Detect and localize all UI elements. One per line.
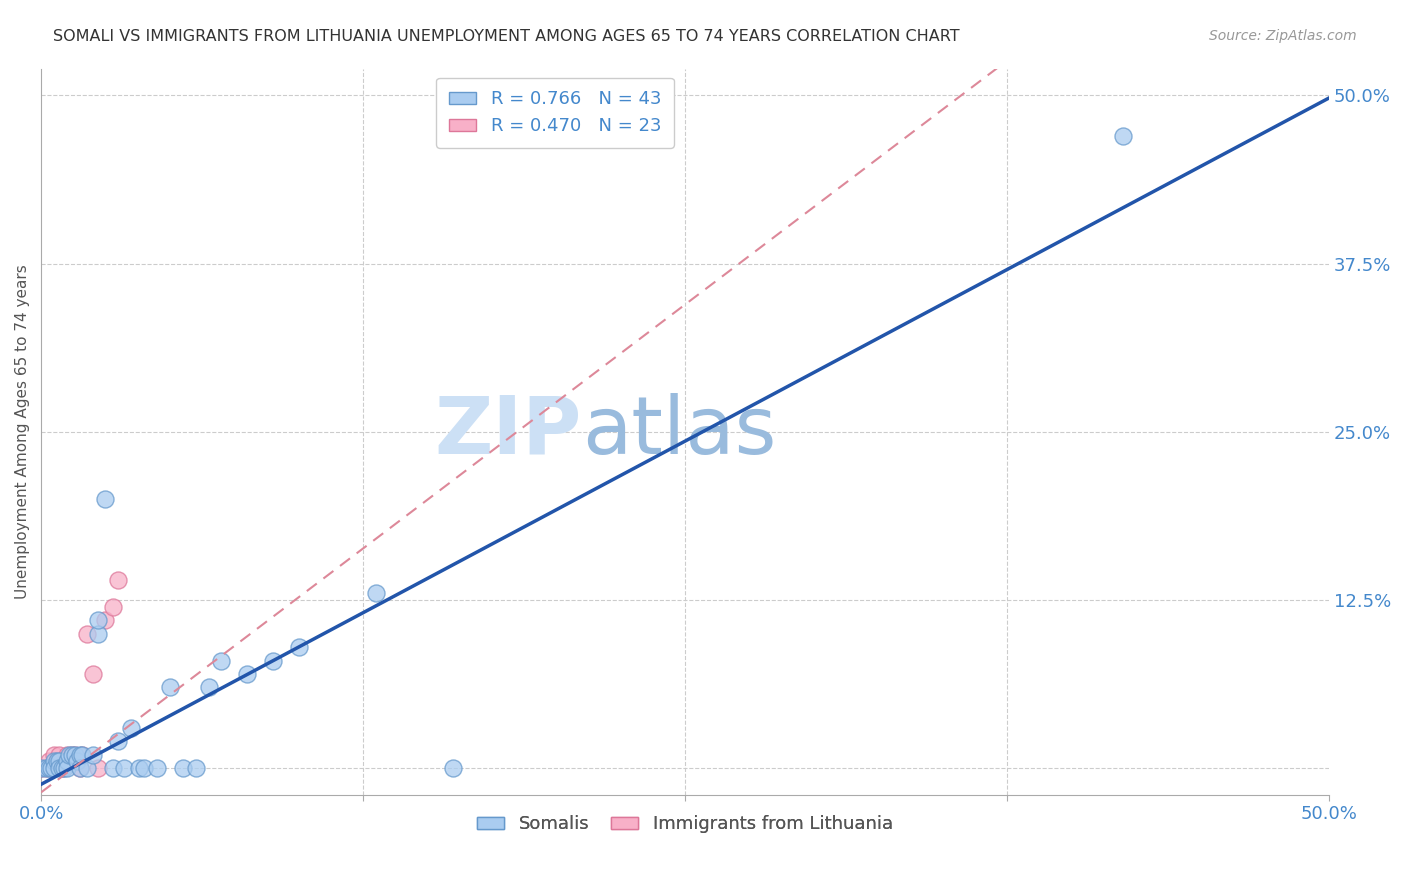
Point bbox=[287, 640, 309, 654]
Point bbox=[48, 755, 70, 769]
Point bbox=[72, 747, 94, 762]
Point bbox=[112, 761, 135, 775]
Point bbox=[60, 747, 83, 762]
Point bbox=[58, 747, 80, 762]
Point bbox=[94, 491, 117, 506]
Point bbox=[184, 761, 207, 775]
Point bbox=[69, 761, 91, 775]
Point bbox=[45, 755, 67, 769]
Point bbox=[103, 599, 125, 614]
Point bbox=[30, 761, 52, 775]
Point bbox=[72, 747, 94, 762]
Point bbox=[66, 755, 89, 769]
Point bbox=[134, 761, 156, 775]
Point bbox=[38, 761, 60, 775]
Point bbox=[56, 761, 79, 775]
Point bbox=[56, 747, 79, 762]
Point bbox=[82, 747, 104, 762]
Text: atlas: atlas bbox=[582, 392, 776, 471]
Point bbox=[236, 667, 259, 681]
Point bbox=[172, 761, 194, 775]
Point bbox=[41, 761, 63, 775]
Point bbox=[56, 755, 79, 769]
Point bbox=[128, 761, 150, 775]
Y-axis label: Unemployment Among Ages 65 to 74 years: Unemployment Among Ages 65 to 74 years bbox=[15, 264, 30, 599]
Point bbox=[87, 761, 110, 775]
Point bbox=[30, 761, 52, 775]
Point bbox=[146, 761, 169, 775]
Point bbox=[82, 667, 104, 681]
Point bbox=[56, 755, 79, 769]
Point bbox=[107, 734, 129, 748]
Point bbox=[41, 761, 63, 775]
Point bbox=[364, 586, 387, 600]
Point bbox=[76, 626, 98, 640]
Point bbox=[262, 653, 284, 667]
Point bbox=[94, 613, 117, 627]
Point bbox=[159, 681, 181, 695]
Point bbox=[35, 761, 58, 775]
Point bbox=[58, 750, 80, 764]
Point bbox=[51, 761, 73, 775]
Point bbox=[66, 755, 89, 769]
Point bbox=[209, 653, 232, 667]
Point bbox=[35, 761, 58, 775]
Text: Source: ZipAtlas.com: Source: ZipAtlas.com bbox=[1209, 29, 1357, 43]
Point bbox=[48, 747, 70, 762]
Point bbox=[1112, 128, 1135, 143]
Point bbox=[63, 747, 86, 762]
Point bbox=[42, 761, 65, 775]
Point bbox=[53, 755, 76, 769]
Point bbox=[60, 747, 83, 762]
Point bbox=[120, 721, 142, 735]
Point bbox=[69, 761, 91, 775]
Point bbox=[107, 573, 129, 587]
Point bbox=[63, 747, 86, 762]
Point bbox=[87, 613, 110, 627]
Point bbox=[76, 761, 98, 775]
Point bbox=[69, 747, 91, 762]
Point bbox=[103, 761, 125, 775]
Point bbox=[51, 761, 73, 775]
Point bbox=[45, 755, 67, 769]
Point bbox=[42, 755, 65, 769]
Point bbox=[53, 761, 76, 775]
Point bbox=[42, 747, 65, 762]
Point bbox=[48, 761, 70, 775]
Point bbox=[87, 626, 110, 640]
Legend: Somalis, Immigrants from Lithuania: Somalis, Immigrants from Lithuania bbox=[470, 808, 900, 840]
Point bbox=[38, 755, 60, 769]
Text: SOMALI VS IMMIGRANTS FROM LITHUANIA UNEMPLOYMENT AMONG AGES 65 TO 74 YEARS CORRE: SOMALI VS IMMIGRANTS FROM LITHUANIA UNEM… bbox=[53, 29, 960, 44]
Point bbox=[441, 761, 464, 775]
Text: ZIP: ZIP bbox=[434, 392, 582, 471]
Point bbox=[197, 681, 219, 695]
